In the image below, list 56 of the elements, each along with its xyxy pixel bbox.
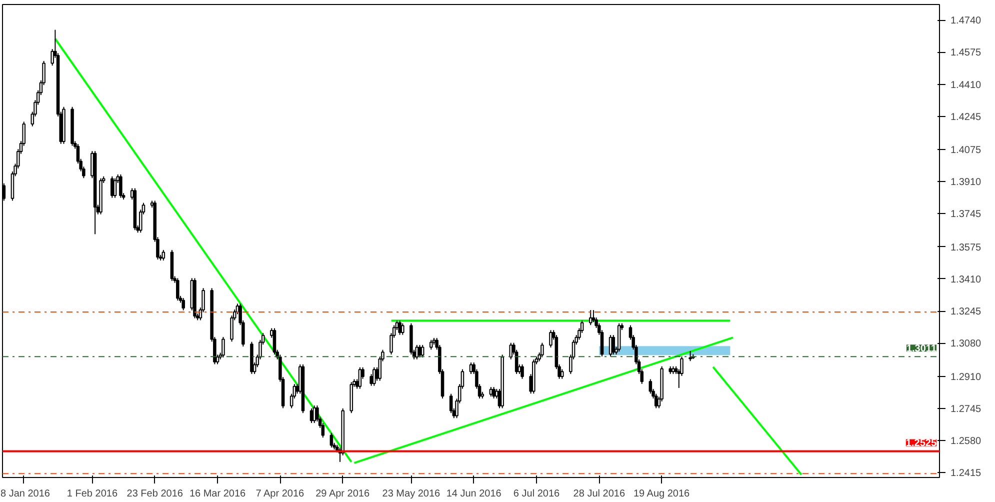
candlestick bbox=[398, 320, 402, 336]
candlestick bbox=[312, 404, 316, 424]
y-tick-label: 1.3910 bbox=[950, 177, 982, 188]
y-tick-label: 1.3080 bbox=[950, 338, 982, 350]
candlestick bbox=[549, 330, 552, 348]
ref-line-label: 1.2525 bbox=[906, 438, 937, 450]
candlestick bbox=[418, 344, 422, 358]
x-tick-label: 16 Mar 2016 bbox=[189, 488, 246, 500]
y-tick-label: 1.4575 bbox=[950, 48, 982, 59]
x-tick-label: 28 Jul 2016 bbox=[573, 488, 626, 500]
candlestick bbox=[110, 176, 114, 198]
candlestick bbox=[449, 393, 453, 414]
candlestick bbox=[182, 298, 185, 311]
x-tick-label: 23 May 2016 bbox=[382, 488, 441, 500]
candlestick bbox=[520, 364, 524, 380]
y-tick-label: 1.3410 bbox=[950, 274, 982, 286]
candlestick bbox=[588, 310, 592, 326]
y-tick-label: 1.4740 bbox=[950, 16, 982, 27]
x-tick-label: 7 Apr 2016 bbox=[256, 488, 305, 500]
candlestick bbox=[119, 174, 122, 198]
y-tick-label: 1.2580 bbox=[950, 436, 982, 448]
candlestick bbox=[372, 366, 376, 386]
candlestick bbox=[509, 342, 513, 360]
y-tick-label: 1.3245 bbox=[950, 306, 982, 318]
y-tick-label: 1.3575 bbox=[950, 242, 982, 254]
y-tick-label: 1.3745 bbox=[950, 209, 982, 220]
x-tick-label: 23 Feb 2016 bbox=[126, 488, 184, 500]
x-tick-label: 6 Jul 2016 bbox=[513, 488, 560, 500]
candlestick bbox=[648, 378, 652, 394]
y-tick-label: 1.4245 bbox=[950, 112, 982, 123]
x-tick-label: 29 Apr 2016 bbox=[316, 488, 370, 500]
x-tick-label: 14 Jun 2016 bbox=[446, 488, 502, 500]
candlestick bbox=[540, 342, 544, 358]
y-tick-label: 1.2910 bbox=[950, 372, 982, 383]
x-tick-label: 8 Jan 2016 bbox=[0, 488, 50, 500]
candlestick bbox=[492, 386, 496, 399]
candlestick bbox=[162, 249, 166, 261]
candlestick bbox=[688, 350, 692, 362]
candlestick bbox=[608, 334, 612, 357]
candlestick bbox=[330, 432, 334, 448]
candlestick bbox=[401, 322, 404, 336]
y-tick-label: 1.2745 bbox=[950, 404, 982, 415]
y-tick-label: 1.4410 bbox=[950, 80, 982, 91]
candlestick bbox=[113, 178, 117, 198]
candlestick bbox=[420, 344, 424, 358]
y-tick-label: 1.4075 bbox=[950, 145, 982, 156]
candlestick bbox=[654, 393, 658, 409]
candlestick bbox=[222, 336, 225, 358]
candlestick bbox=[617, 322, 621, 352]
y-tick-label: 1.2415 bbox=[950, 468, 982, 480]
x-tick-label: 1 Feb 2016 bbox=[66, 488, 118, 500]
x-tick-label: 19 Aug 2016 bbox=[633, 488, 690, 500]
candlestick bbox=[176, 278, 180, 302]
candlestick bbox=[415, 344, 419, 360]
candlestick bbox=[429, 339, 433, 350]
candlestick bbox=[560, 368, 564, 380]
